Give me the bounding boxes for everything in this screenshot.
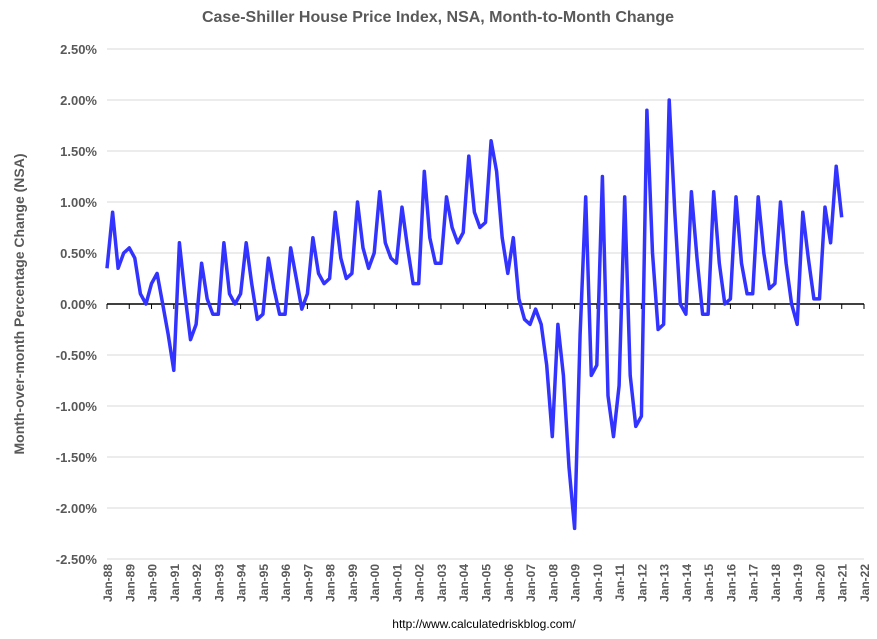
x-tick-label: Jan-17 bbox=[747, 564, 761, 602]
y-tick-label: -1.50% bbox=[56, 450, 98, 465]
y-tick-label: 2.50% bbox=[60, 42, 97, 57]
x-tick-label: Jan-14 bbox=[680, 564, 694, 602]
x-tick-label: Jan-98 bbox=[324, 564, 338, 602]
chart-title: Case-Shiller House Price Index, NSA, Mon… bbox=[202, 9, 674, 26]
x-tick-label: Jan-07 bbox=[524, 564, 538, 602]
x-tick-label: Jan-18 bbox=[769, 564, 783, 602]
x-tick-label: Jan-93 bbox=[212, 564, 226, 602]
x-tick-label: Jan-16 bbox=[724, 564, 738, 602]
y-tick-label: 0.50% bbox=[60, 246, 97, 261]
x-tick-label: Jan-90 bbox=[146, 564, 160, 602]
x-tick-label: Jan-01 bbox=[390, 564, 404, 602]
data-line bbox=[105, 98, 844, 531]
x-tick-label: Jan-95 bbox=[257, 564, 271, 602]
x-tick-label: Jan-97 bbox=[301, 564, 315, 602]
y-tick-label: -0.50% bbox=[56, 348, 98, 363]
x-tick-label: Jan-19 bbox=[791, 564, 805, 602]
x-tick-label: Jan-00 bbox=[368, 564, 382, 602]
x-tick-label: Jan-21 bbox=[836, 564, 850, 602]
x-tick-label: Jan-15 bbox=[702, 564, 716, 602]
y-tick-label: 2.00% bbox=[60, 93, 97, 108]
x-tick-label: Jan-02 bbox=[413, 564, 427, 602]
x-tick-label: Jan-88 bbox=[101, 564, 115, 602]
y-tick-label: 1.50% bbox=[60, 144, 97, 159]
y-tick-label: 1.00% bbox=[60, 195, 97, 210]
x-tick-label: Jan-92 bbox=[190, 564, 204, 602]
y-tick-label: -1.00% bbox=[56, 399, 98, 414]
source: http://www.calculatedriskblog.com/ bbox=[392, 617, 576, 631]
x-tick-label: Jan-11 bbox=[613, 564, 627, 602]
x-tick-label: Jan-04 bbox=[457, 564, 471, 602]
x-tick-label: Jan-94 bbox=[235, 564, 249, 602]
x-tick-label: Jan-12 bbox=[635, 564, 649, 602]
x-tick-label: Jan-08 bbox=[546, 564, 560, 602]
y-tick-label: -2.00% bbox=[56, 501, 98, 516]
x-tick-label: Jan-99 bbox=[346, 564, 360, 602]
x-tick-label: Jan-09 bbox=[569, 564, 583, 602]
x-tick-label: Jan-10 bbox=[591, 564, 605, 602]
x-tick-label: Jan-22 bbox=[858, 564, 872, 602]
x-tick-label: Jan-91 bbox=[168, 564, 182, 602]
x-tick-label: Jan-03 bbox=[435, 564, 449, 602]
x-tick-label: Jan-05 bbox=[480, 564, 494, 602]
x-tick-label: Jan-96 bbox=[279, 564, 293, 602]
x-tick-label: Jan-20 bbox=[813, 564, 827, 602]
y-tick-label: 0.00% bbox=[60, 297, 97, 312]
y-tick-label: -2.50% bbox=[56, 552, 98, 567]
y-axis-label: Month-over-month Percentage Change (NSA) bbox=[11, 153, 27, 454]
x-tick-label: Jan-13 bbox=[658, 564, 672, 602]
x-tick-label: Jan-06 bbox=[502, 564, 516, 602]
x-tick-label: Jan-89 bbox=[123, 564, 137, 602]
